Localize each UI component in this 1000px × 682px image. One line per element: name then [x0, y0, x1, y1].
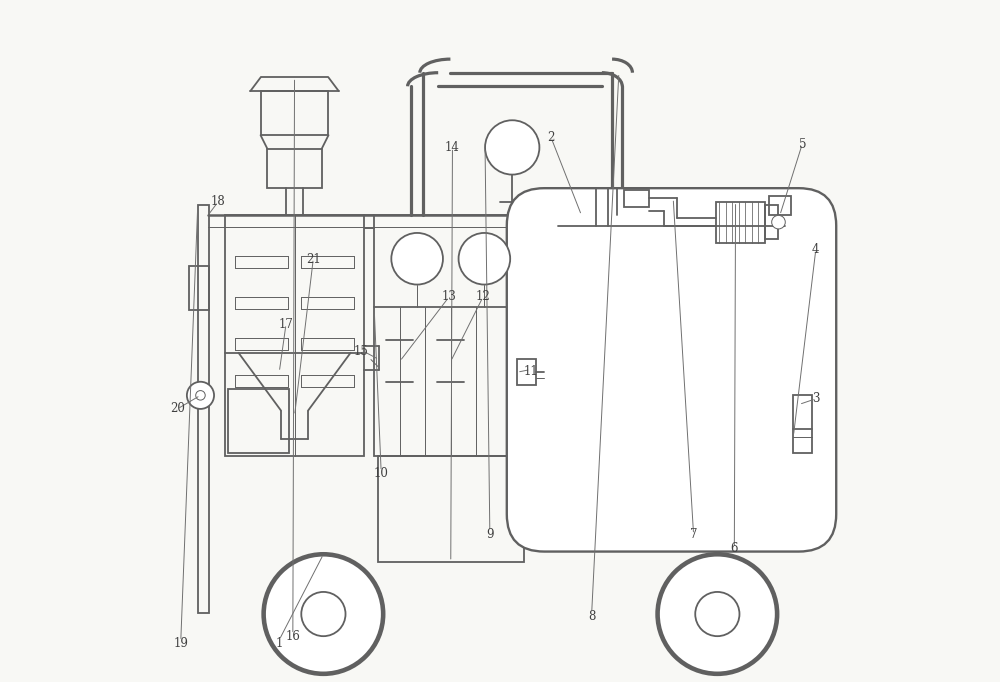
Bar [765, 205, 778, 239]
Bar [228, 389, 289, 453]
Text: 1: 1 [276, 637, 283, 650]
Circle shape [459, 233, 510, 284]
Bar [378, 456, 524, 562]
Text: 18: 18 [211, 195, 225, 208]
Text: 2: 2 [547, 131, 555, 144]
Text: 16: 16 [285, 630, 300, 643]
Bar [225, 216, 364, 456]
Bar [267, 149, 322, 188]
Text: 21: 21 [306, 253, 321, 266]
Bar [624, 190, 649, 207]
Text: 20: 20 [170, 402, 185, 415]
Bar [716, 202, 765, 243]
Text: 8: 8 [588, 610, 595, 623]
Text: 11: 11 [523, 365, 538, 378]
Text: 6: 6 [731, 542, 738, 554]
Text: 10: 10 [374, 467, 389, 480]
FancyBboxPatch shape [507, 188, 836, 552]
Circle shape [391, 233, 443, 284]
Text: 15: 15 [353, 344, 368, 357]
Circle shape [695, 592, 739, 636]
Circle shape [485, 120, 539, 175]
Bar [189, 266, 209, 310]
Bar [261, 91, 328, 135]
Text: 19: 19 [173, 637, 188, 650]
Bar [374, 216, 527, 456]
Text: 7: 7 [690, 528, 697, 541]
Circle shape [301, 592, 346, 636]
Circle shape [772, 216, 785, 229]
Bar [198, 205, 209, 612]
Circle shape [187, 382, 214, 409]
Circle shape [196, 391, 205, 400]
Circle shape [658, 554, 777, 674]
Circle shape [264, 554, 383, 674]
Text: 13: 13 [442, 291, 456, 303]
Text: 9: 9 [486, 528, 494, 541]
Text: 5: 5 [799, 138, 806, 151]
Text: 4: 4 [812, 243, 820, 256]
Bar [769, 196, 791, 216]
Text: 14: 14 [445, 141, 460, 154]
Bar [793, 396, 812, 453]
Text: 3: 3 [812, 392, 820, 405]
Bar [517, 359, 536, 385]
Text: 17: 17 [279, 318, 293, 331]
Text: 12: 12 [476, 291, 490, 303]
